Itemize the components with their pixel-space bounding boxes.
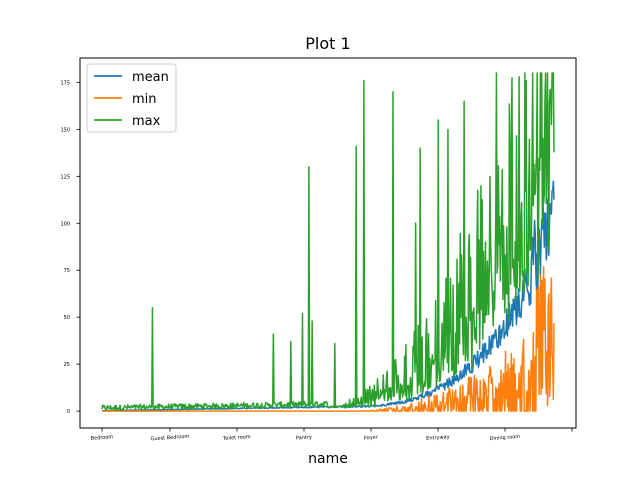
x-axis: Bedroom Guest Bedroom Toilet room Pantry Foy… xyxy=(90,428,573,443)
y-tick-label: 175 xyxy=(60,80,70,86)
y-tick-label: 0 xyxy=(67,409,70,415)
x-tick-label: Bedroom xyxy=(90,434,113,442)
legend-box xyxy=(86,63,177,133)
y-tick-label: 50 xyxy=(64,315,70,321)
y-tick-label: 150 xyxy=(60,127,70,133)
legend: mean min max xyxy=(86,63,177,133)
y-tick-label: 75 xyxy=(64,268,70,274)
legend-label-min: min xyxy=(132,92,157,107)
y-tick-label: 25 xyxy=(64,362,70,368)
x-tick-label: Toilet room xyxy=(222,434,251,442)
series-line-max xyxy=(101,72,555,412)
plot-area xyxy=(101,72,555,412)
y-tick-label: 100 xyxy=(60,221,70,227)
x-tick-label: Foyer xyxy=(364,434,379,441)
x-tick-label: Pantry xyxy=(296,434,312,441)
legend-label-mean: mean xyxy=(132,70,169,85)
x-tick-label: Dining room xyxy=(489,434,520,442)
x-tick-label: Guest Bedroom xyxy=(150,434,189,443)
series-line-min xyxy=(101,265,555,412)
axes-frame xyxy=(79,57,577,429)
y-tick-label: 125 xyxy=(60,174,70,180)
x-axis-label: name xyxy=(308,451,348,467)
x-tick-label: Entryway xyxy=(426,434,450,442)
legend-label-max: max xyxy=(132,114,161,129)
chart-title: Plot 1 xyxy=(305,34,350,53)
y-axis: 0 25 50 75 100 125 150 175 xyxy=(60,80,80,415)
